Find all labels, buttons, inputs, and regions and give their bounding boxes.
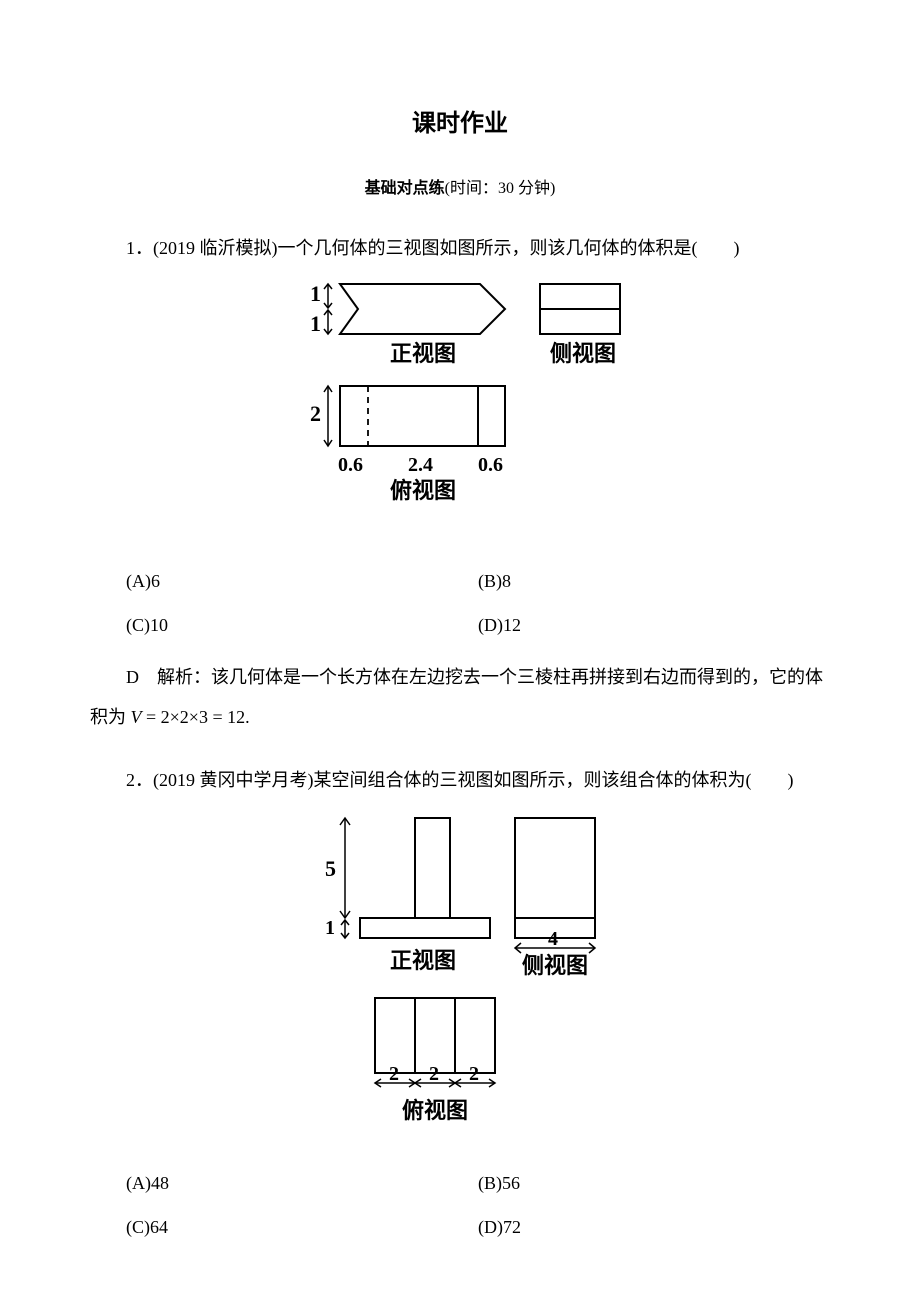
q2-dim-2b: 2 [429, 1063, 439, 1085]
q1-dim-1b: 1 [310, 311, 321, 336]
q1-top-view: 2 0.6 2.4 0.6 俯视图 [310, 386, 505, 503]
q2-options: (A)48 (B)56 (C)64 (D)72 [90, 1165, 830, 1245]
q1-front-label: 正视图 [390, 341, 456, 366]
q2-dim-4: 4 [548, 928, 558, 950]
subtitle: 基础对点练(时间：30 分钟) [90, 173, 830, 205]
q1-options: (A)6 (B)8 (C)10 (D)12 [90, 563, 830, 643]
q1-dim-06b: 0.6 [478, 454, 503, 476]
q1-explanation: D 解析：该几何体是一个长方体在左边挖去一个三棱柱再拼接到右边而得到的，它的体积… [90, 658, 830, 737]
q1-svg: 1 1 正视图 侧视图 2 [280, 276, 640, 536]
q1-figure: 1 1 正视图 侧视图 2 [90, 276, 830, 548]
q1-explain-eq: = 2×2×3 = 12. [142, 707, 250, 727]
q2-dim-1: 1 [325, 917, 335, 939]
q2-front-view: 5 1 正视图 [325, 818, 490, 973]
q1-explain-var: V [131, 707, 142, 727]
q1-dim-24: 2.4 [408, 454, 433, 476]
q1-front-view: 1 1 正视图 [310, 281, 505, 366]
q1-stem: 1．(2019 临沂模拟)一个几何体的三视图如图所示，则该几何体的体积是( ) [90, 230, 830, 266]
q1-opt-d: (D)12 [478, 607, 830, 643]
q1-dim-1a: 1 [310, 281, 321, 306]
q2-opt-d: (D)72 [478, 1209, 830, 1245]
q2-side-label: 侧视图 [522, 953, 588, 978]
q2-dim-5: 5 [325, 856, 336, 881]
subtitle-time: (时间：30 分钟) [445, 180, 556, 197]
q1-opt-b: (B)8 [478, 563, 830, 599]
q1-opt-a: (A)6 [126, 563, 478, 599]
q2-figure: 5 1 正视图 4 侧视图 [90, 808, 830, 1150]
q2-opt-b: (B)56 [478, 1165, 830, 1201]
q2-top-label: 俯视图 [402, 1098, 468, 1123]
q1-opt-c: (C)10 [126, 607, 478, 643]
subtitle-label: 基础对点练 [365, 180, 445, 197]
q2-side-view: 4 侧视图 [515, 818, 595, 978]
q2-opt-c: (C)64 [126, 1209, 478, 1245]
q2-opt-a: (A)48 [126, 1165, 478, 1201]
q1-side-view: 侧视图 [540, 284, 620, 366]
q2-stem: 2．(2019 黄冈中学月考)某空间组合体的三视图如图所示，则该组合体的体积为(… [90, 762, 830, 798]
q1-dim-06a: 0.6 [338, 454, 363, 476]
q2-top-view: 2 2 2 俯视图 [375, 998, 495, 1123]
q1-dim-2: 2 [310, 401, 321, 426]
page-title: 课时作业 [90, 100, 830, 148]
q2-front-label: 正视图 [390, 948, 456, 973]
q1-top-label: 俯视图 [390, 478, 456, 503]
q2-dim-2c: 2 [469, 1063, 479, 1085]
q2-dim-2a: 2 [389, 1063, 399, 1085]
q2-svg: 5 1 正视图 4 侧视图 [290, 808, 630, 1138]
q1-side-label: 侧视图 [550, 341, 616, 366]
